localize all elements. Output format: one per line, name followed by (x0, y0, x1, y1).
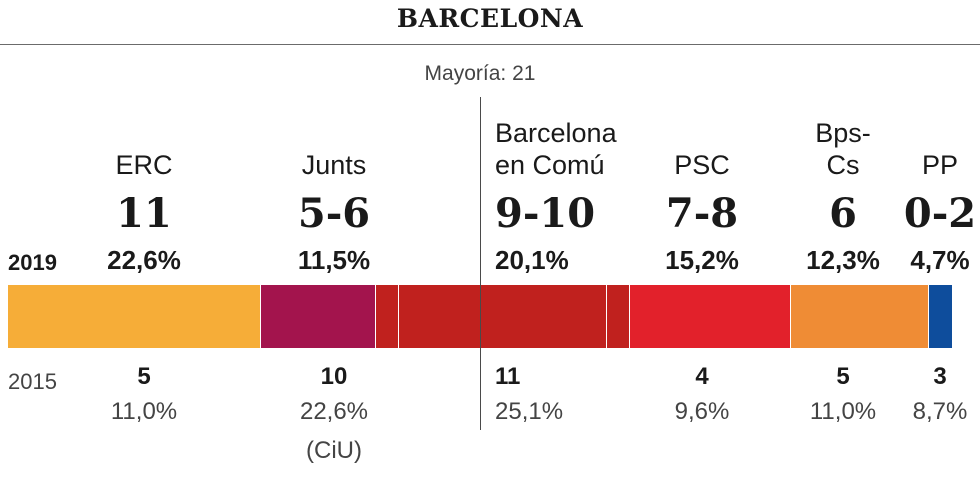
bar-segment-junts (261, 285, 377, 348)
bar-segment-erc (8, 285, 262, 348)
seats-2019-bcomu: 9-10 (495, 190, 596, 237)
party-name-bpscs: Bps- (815, 118, 871, 148)
seats-2015-pp: 3 (933, 363, 947, 390)
pct-2019-bpscs: 12,3% (806, 245, 880, 275)
pct-2015-bcomu: 25,1% (495, 398, 564, 425)
pct-2015-erc: 11,0% (110, 398, 178, 425)
party-name-bpscs-line2: Cs (826, 150, 860, 180)
year-label-2015: 2015 (8, 369, 57, 394)
seat-bar (8, 285, 952, 348)
seats-2015-junts: 10 (320, 363, 348, 390)
seats-2015-bpscs: 5 (836, 363, 850, 390)
pct-2019-psc: 15,2% (665, 245, 739, 275)
party-name-bcomu-line2: en Comú (495, 150, 605, 180)
party-name-psc: PSC (674, 150, 730, 180)
chart-title: BARCELONA (396, 4, 584, 33)
party-name-erc: ERC (115, 150, 173, 180)
bar-segment-junts (376, 285, 400, 348)
note-2015-junts: (CiU) (306, 437, 362, 464)
bar-segment-psc (629, 285, 791, 348)
bar-segment-bcomu (399, 285, 607, 348)
bar-segment-psc (606, 285, 630, 348)
seats-2015-psc: 4 (695, 363, 709, 390)
pct-2015-bpscs: 11,0% (809, 398, 877, 425)
majority-line (480, 97, 481, 430)
pct-2019-erc: 22,6% (107, 245, 181, 275)
majority-label: Mayoría: 21 (424, 62, 536, 85)
seats-2015-bcomu: 11 (495, 363, 521, 390)
pct-2015-junts: 22,6% (299, 398, 369, 425)
pct-2019-bcomu: 20,1% (495, 245, 569, 275)
party-name-junts: Junts (301, 150, 367, 180)
bar-segment-pp (928, 285, 952, 348)
bar-segment-bpscs (790, 285, 929, 348)
seats-2019-bpscs: 6 (829, 190, 857, 237)
seats-2019-erc: 11 (116, 190, 172, 237)
seats-2019-junts: 5-6 (297, 190, 371, 237)
seats-2015-erc: 5 (137, 363, 151, 390)
party-name-pp: PP (921, 150, 959, 180)
pct-2019-junts: 11,5% (297, 245, 371, 275)
seats-2019-psc: 7-8 (665, 190, 739, 237)
pct-2019-pp: 4,7% (910, 245, 970, 275)
party-name-bcomu: Barcelona (495, 118, 617, 148)
year-label-2019: 2019 (8, 250, 57, 275)
pct-2015-psc: 9,6% (674, 398, 730, 425)
title-rule (0, 44, 980, 45)
seats-2019-pp: 0-2 (903, 190, 977, 237)
pct-2015-pp: 8,7% (912, 398, 968, 425)
